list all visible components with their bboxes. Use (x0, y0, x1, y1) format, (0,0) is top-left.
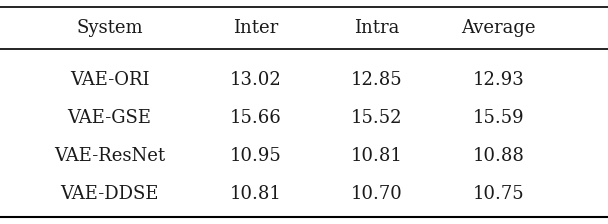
Text: 15.66: 15.66 (229, 109, 282, 127)
Text: 10.95: 10.95 (229, 147, 282, 165)
Text: 12.85: 12.85 (351, 71, 402, 88)
Text: Inter: Inter (233, 19, 278, 37)
Text: VAE-GSE: VAE-GSE (67, 109, 151, 127)
Text: 10.81: 10.81 (229, 185, 282, 203)
Text: VAE-DDSE: VAE-DDSE (60, 185, 159, 203)
Text: 10.88: 10.88 (472, 147, 525, 165)
Text: Average: Average (461, 19, 536, 37)
Text: 15.59: 15.59 (473, 109, 524, 127)
Text: 15.52: 15.52 (351, 109, 402, 127)
Text: Intra: Intra (354, 19, 399, 37)
Text: System: System (76, 19, 143, 37)
Text: 10.75: 10.75 (473, 185, 524, 203)
Text: 12.93: 12.93 (472, 71, 525, 88)
Text: 10.81: 10.81 (351, 147, 403, 165)
Text: VAE-ORI: VAE-ORI (70, 71, 149, 88)
Text: 10.70: 10.70 (351, 185, 403, 203)
Text: 13.02: 13.02 (229, 71, 282, 88)
Text: VAE-ResNet: VAE-ResNet (54, 147, 165, 165)
